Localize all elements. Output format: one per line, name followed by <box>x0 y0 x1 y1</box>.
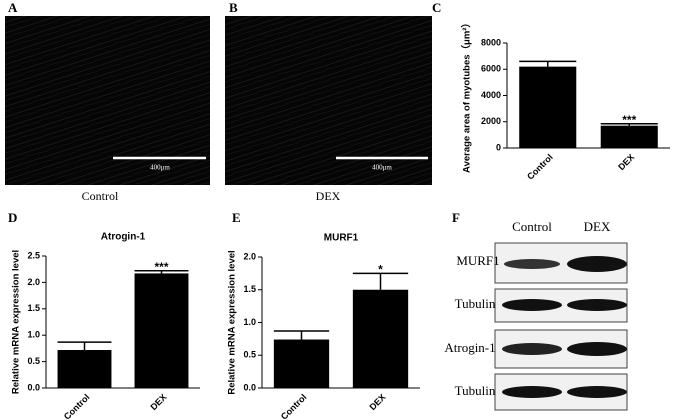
blot-row: MURF1 <box>456 253 499 268</box>
bar <box>134 273 189 388</box>
x-tick-label: DEX <box>148 392 168 412</box>
x-tick-label: DEX <box>367 392 387 412</box>
y-tick-label: 1.0 <box>27 330 40 340</box>
y-tick-label: 2.0 <box>243 251 256 261</box>
caption: Control <box>82 189 119 203</box>
x-tick-label: Control <box>279 392 309 420</box>
chart-title: MURF1 <box>324 233 359 244</box>
y-tick-label: 0.5 <box>27 356 40 366</box>
blot-row: Tubulin <box>455 383 496 398</box>
blot-strips <box>494 242 628 411</box>
panel-label: E <box>232 210 241 225</box>
significance: * <box>378 263 383 277</box>
y-axis-label: Average area of myotubes（μm²） <box>461 18 473 173</box>
significance: *** <box>622 113 636 127</box>
x-tick-label: Control <box>525 152 555 182</box>
y-tick-label: 6000 <box>481 64 501 74</box>
y-tick-label: 4000 <box>481 90 501 100</box>
error-bar <box>519 60 577 67</box>
blot-column: Control <box>512 219 552 234</box>
scale-bar-label: 400μm <box>372 164 392 172</box>
y-tick-label: 2.0 <box>27 277 40 287</box>
bar <box>352 289 409 388</box>
y-tick-label: 0 <box>496 142 501 152</box>
bar <box>519 66 577 148</box>
panel-label: B <box>229 0 238 15</box>
bar <box>57 349 112 388</box>
y-tick-label: 8000 <box>481 37 501 47</box>
x-tick-label: DEX <box>616 152 636 172</box>
blot-column: DEX <box>584 219 611 234</box>
panel-label: A <box>8 0 18 15</box>
y-tick-label: 2.5 <box>27 250 40 260</box>
y-tick-label: 0.5 <box>243 350 256 360</box>
y-tick-label: 1.5 <box>27 303 40 313</box>
x-tick-label: Control <box>62 392 92 420</box>
significance: *** <box>154 260 168 274</box>
y-tick-label: 2000 <box>481 116 501 126</box>
caption: DEX <box>316 189 341 203</box>
y-tick-label: 1.5 <box>243 284 256 294</box>
y-tick-label: 0.0 <box>27 382 40 392</box>
error-bar <box>273 330 330 340</box>
chart-title: Atrogin-1 <box>101 232 146 243</box>
bar <box>273 339 330 388</box>
y-tick-label: 1.0 <box>243 317 256 327</box>
error-bar <box>352 272 409 290</box>
y-axis-label: Relative mRNA expression level <box>11 250 22 394</box>
bar <box>600 125 658 148</box>
micrograph <box>5 16 210 185</box>
error-bar <box>600 122 658 126</box>
error-bar <box>57 341 112 350</box>
panel-label: D <box>8 210 17 225</box>
panel-label: C <box>432 0 441 15</box>
blot-row: Atrogin-1 <box>444 340 495 355</box>
y-tick-label: 0.0 <box>243 382 256 392</box>
blot-row: Tubulin <box>455 296 496 311</box>
scale-bar-label: 400μm <box>150 164 170 172</box>
micrograph <box>225 16 432 185</box>
y-axis-label: Relative mRNA expression level <box>227 250 238 394</box>
error-bar <box>134 270 189 274</box>
panel-label: F <box>452 210 460 225</box>
